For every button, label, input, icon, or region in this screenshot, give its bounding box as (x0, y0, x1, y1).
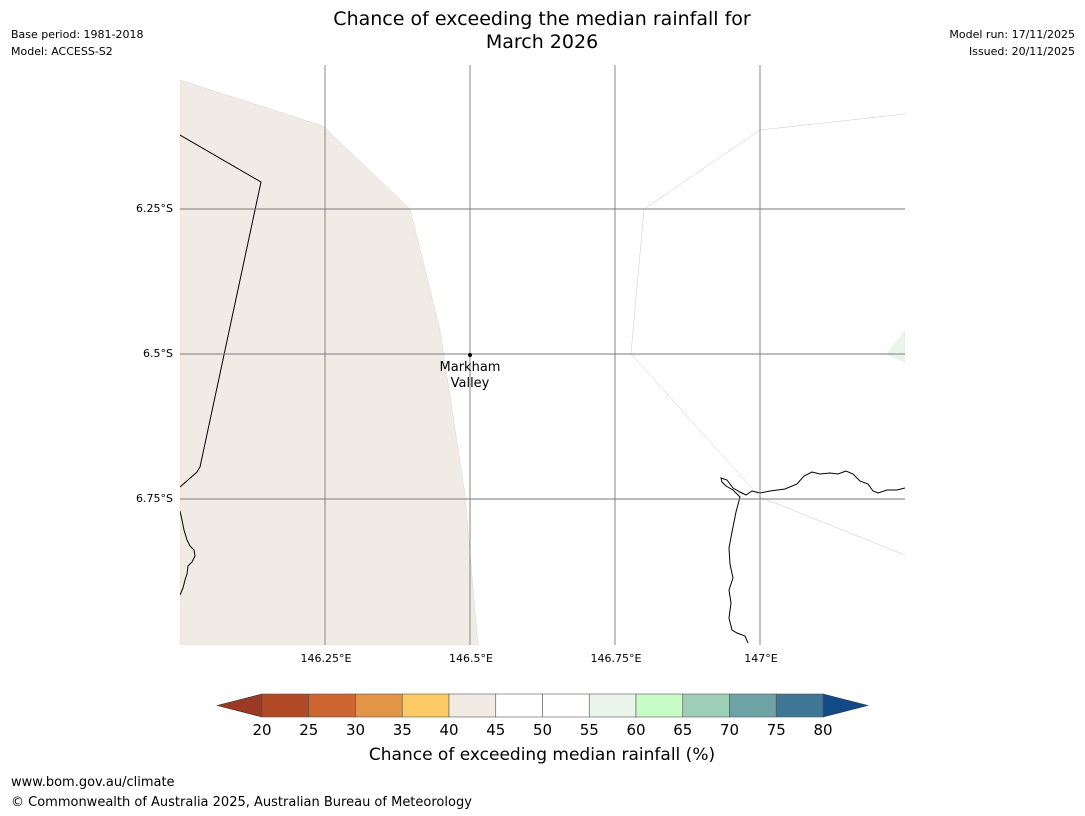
colorbar-tick-80: 80 (813, 721, 833, 739)
graticule (180, 65, 905, 645)
place-label-line-2: Valley (450, 376, 490, 391)
colorbar-bin-50-55 (542, 693, 590, 718)
region-boundary (630, 113, 905, 556)
place-label-line-1: Markham (439, 360, 501, 375)
colorbar-bin-30-35 (355, 693, 403, 718)
colorbar-tick-45: 45 (486, 721, 506, 739)
colorbar-tick-25: 25 (299, 721, 319, 739)
probability-zone-55-60 (886, 330, 905, 363)
colorbar-label: Chance of exceeding median rainfall (%) (368, 745, 716, 765)
lon-label-146-5: 146.5°E (449, 652, 493, 665)
colorbar-tick-65: 65 (673, 721, 693, 739)
place-marker (468, 353, 472, 357)
lon-label-146-25: 146.25°E (300, 652, 352, 665)
model-run-text: Model run: 17/11/2025 (949, 28, 1075, 41)
meta-left: Base period: 1981-2018 Model: ACCESS-S2 (11, 26, 143, 60)
probability-zone-40-45 (180, 79, 479, 645)
colorbar-bin-40-45 (448, 693, 497, 718)
map-area (180, 65, 905, 645)
colorbar-bin-20-25 (261, 693, 310, 718)
lat-label-6-5: 6.5°S (143, 347, 173, 360)
base-period-text: Base period: 1981-2018 (11, 28, 144, 41)
colorbar-tick-60: 60 (626, 721, 646, 739)
colorbar-extend-low (216, 693, 263, 718)
lat-label-6-75: 6.75°S (136, 492, 173, 505)
lat-label-6-25: 6.25°S (136, 202, 173, 215)
colorbar-tick-20: 20 (252, 721, 272, 739)
colorbar-tick-75: 75 (766, 721, 786, 739)
colorbar-extend-high (822, 693, 869, 718)
colorbar-bin-65-70 (682, 693, 730, 718)
footer-url[interactable]: www.bom.gov.au/climate (11, 775, 175, 790)
footer-copyright: © Commonwealth of Australia 2025, Austra… (11, 795, 472, 810)
colorbar-bin-55-60 (588, 693, 637, 718)
coastline-huon-gulf (720, 470, 905, 644)
coastline-west (180, 510, 196, 596)
colorbar-tick-40: 40 (439, 721, 459, 739)
issued-text: Issued: 20/11/2025 (968, 45, 1075, 58)
colorbar-bin-60-65 (635, 693, 684, 718)
colorbar-tick-35: 35 (392, 721, 412, 739)
colorbar-tick-55: 55 (579, 721, 599, 739)
colorbar (216, 693, 869, 718)
model-text: Model: ACCESS-S2 (11, 45, 113, 58)
lon-label-146-75: 146.75°E (590, 652, 642, 665)
colorbar-tick-50: 50 (532, 721, 553, 739)
colorbar-tick-70: 70 (719, 721, 740, 739)
colorbar-bin-25-30 (308, 693, 356, 718)
map-title: Chance of exceeding the median rainfall … (242, 8, 842, 54)
colorbar-tick-30: 30 (345, 721, 366, 739)
colorbar-bin-75-80 (775, 693, 824, 718)
colorbar-bin-70-75 (729, 693, 777, 718)
meta-right: Model run: 17/11/2025 Issued: 20/11/2025 (949, 26, 1075, 60)
colorbar-bin-35-40 (401, 693, 450, 718)
lon-label-147: 147°E (744, 652, 778, 665)
title-line-1: Chance of exceeding the median rainfall … (333, 8, 751, 30)
place-label: Markham Valley (420, 360, 520, 392)
title-line-2: March 2026 (485, 31, 599, 53)
colorbar-bin-45-50 (495, 693, 543, 718)
province-boundary (180, 134, 262, 488)
